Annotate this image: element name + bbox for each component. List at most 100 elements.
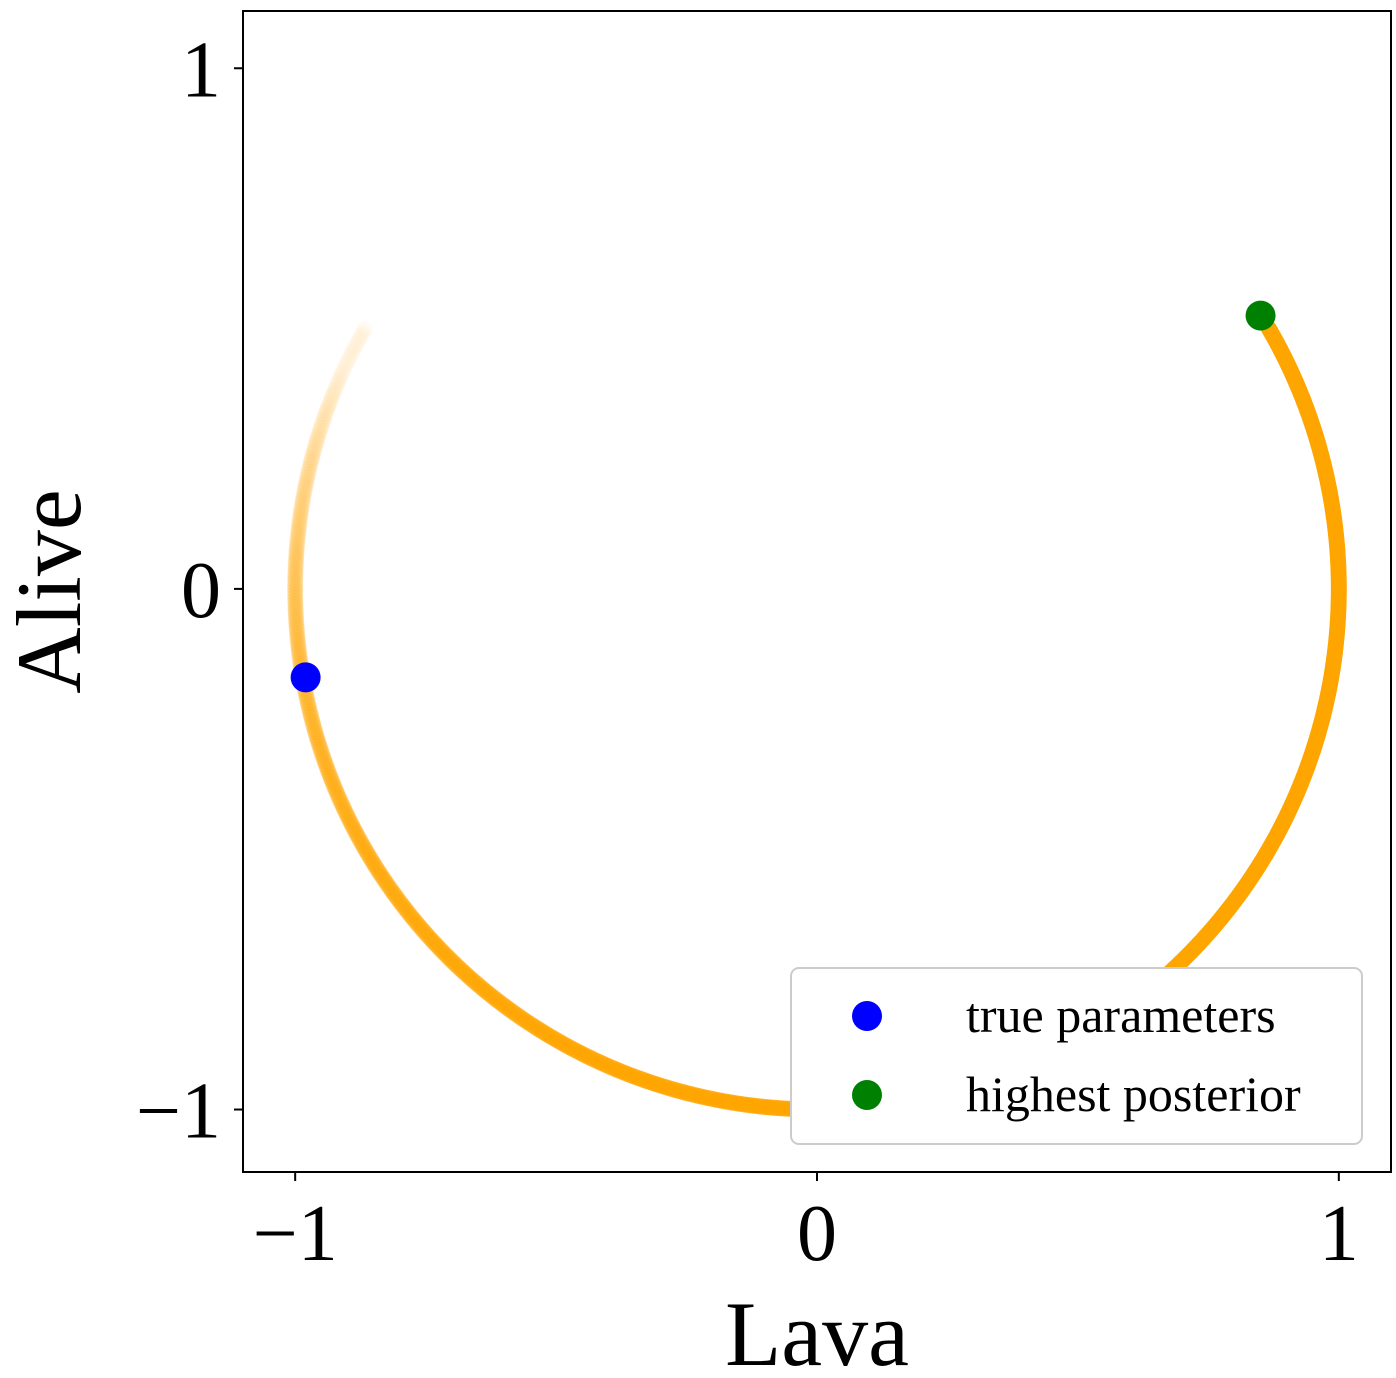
legend-label: highest posterior (966, 1066, 1301, 1122)
sample-point (401, 906, 418, 923)
sample-point (305, 718, 322, 735)
sample-point (314, 747, 331, 764)
sample-point (309, 733, 326, 750)
sample-point (290, 526, 307, 543)
sample-point (289, 535, 306, 552)
sample-point (287, 596, 304, 613)
sample-point (346, 822, 363, 839)
sample-point (287, 593, 304, 610)
sample-point (291, 650, 308, 667)
marker-points (290, 300, 1276, 693)
sample-point (301, 460, 318, 477)
sample-point (290, 520, 307, 537)
sample-point (289, 529, 306, 546)
sample-point (313, 744, 330, 761)
sample-point (297, 475, 314, 492)
sample-point (312, 420, 329, 437)
sample-point (385, 884, 402, 901)
sample-point (291, 517, 308, 534)
sample-point (287, 559, 304, 576)
sample-point (368, 859, 385, 876)
sample-point (373, 866, 390, 883)
sample-point (288, 614, 305, 631)
sample-point (332, 792, 349, 809)
sample-point (392, 894, 409, 911)
sample-point (363, 851, 380, 868)
sample-point (435, 944, 452, 961)
sample-point (455, 963, 472, 980)
sample-point (360, 846, 377, 863)
sample-point (425, 933, 442, 950)
sample-point (301, 700, 318, 717)
sample-point (394, 896, 411, 913)
sample-point (407, 913, 424, 930)
sample-point (324, 388, 341, 405)
sample-point (291, 647, 308, 664)
sample-point (415, 922, 432, 939)
sample-point (448, 957, 465, 974)
sample-point (296, 484, 313, 501)
sample-point (309, 730, 326, 747)
sample-point (333, 795, 350, 812)
sample-point (299, 466, 316, 483)
sample-point (332, 369, 349, 386)
sample-point (288, 620, 305, 637)
legend: true parameters highest posterior (790, 967, 1363, 1145)
sample-point (328, 377, 345, 394)
sample-point (304, 449, 321, 466)
sample-point (341, 811, 358, 828)
sample-point (331, 371, 348, 388)
sample-point (287, 571, 304, 588)
sample-point (310, 736, 327, 753)
sample-point (309, 431, 326, 448)
sample-point (315, 750, 332, 767)
sample-point (318, 402, 335, 419)
sample-point (325, 775, 342, 792)
sample-point (290, 641, 307, 658)
sample-point (403, 908, 420, 925)
sample-point (431, 940, 448, 957)
sample-point (320, 397, 337, 414)
sample-point (399, 903, 416, 920)
sample-point (287, 599, 304, 616)
sample-point (287, 568, 304, 585)
x-tick-label: 0 (797, 1190, 837, 1278)
sample-point (288, 547, 305, 564)
sample-point (324, 773, 341, 790)
y-axis-label: Alive (0, 489, 100, 693)
sample-point (294, 496, 311, 513)
sample-point (288, 538, 305, 555)
sample-point (345, 819, 362, 836)
sample-point (349, 827, 366, 844)
sample-point (339, 809, 356, 826)
sample-point (419, 927, 436, 944)
sample-point (288, 611, 305, 628)
sample-point (413, 920, 430, 937)
sample-point (289, 629, 306, 646)
sample-point (327, 781, 344, 798)
sample-point (315, 411, 332, 428)
sample-point (361, 849, 378, 866)
sample-point (322, 770, 339, 787)
posterior-samples-arc (287, 320, 1347, 1118)
sample-point (291, 511, 308, 528)
sample-point (338, 806, 355, 823)
legend-marker (852, 1001, 882, 1031)
sample-point (411, 917, 428, 934)
sample-point (292, 508, 309, 525)
sample-point (433, 942, 450, 959)
sample-point (386, 886, 403, 903)
sample-point (287, 565, 304, 582)
sample-point (288, 544, 305, 561)
sample-point (288, 617, 305, 634)
sample-point (329, 787, 346, 804)
sample-point (409, 915, 426, 932)
sample-point (358, 843, 375, 860)
sample-point (308, 727, 325, 744)
sample-point (450, 959, 467, 976)
sample-point (306, 721, 323, 738)
sample-point (354, 835, 371, 852)
y-tick-label: 1 (181, 26, 221, 114)
true-parameters-point (290, 662, 321, 693)
sample-point (319, 761, 336, 778)
